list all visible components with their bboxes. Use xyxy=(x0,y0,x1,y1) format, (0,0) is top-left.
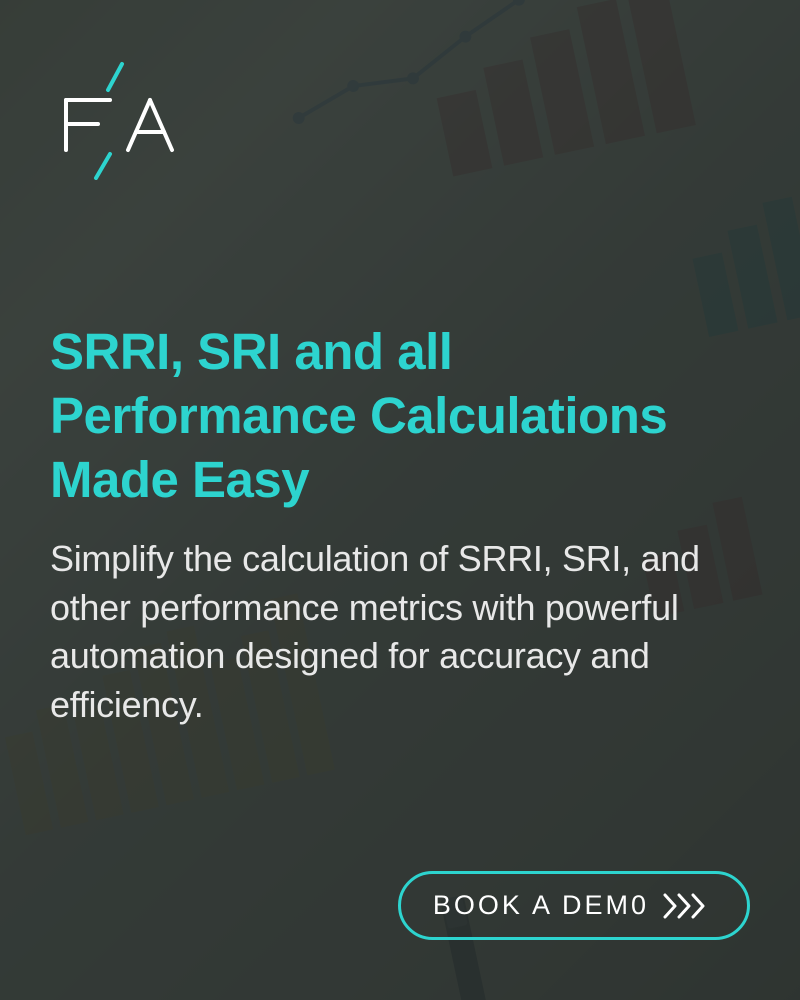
company-logo xyxy=(50,60,750,180)
main-heading: SRRI, SRI and all Performance Calculatio… xyxy=(50,320,750,511)
logo-icon xyxy=(50,60,190,180)
subtext: Simplify the calculation of SRRI, SRI, a… xyxy=(50,535,750,729)
cta-label: BOOK A DEM0 xyxy=(433,890,649,921)
book-demo-button[interactable]: BOOK A DEM0 xyxy=(398,871,750,940)
chevron-right-icon xyxy=(663,893,715,919)
content-container: SRRI, SRI and all Performance Calculatio… xyxy=(0,0,800,1000)
